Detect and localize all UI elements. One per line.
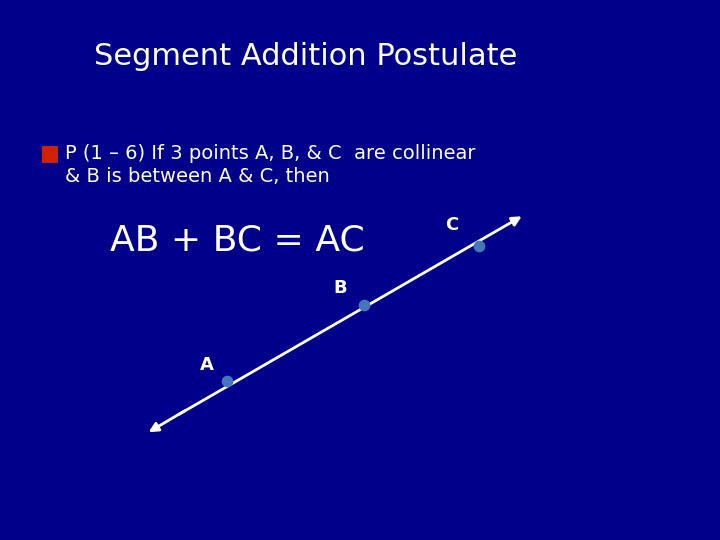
Text: AB + BC = AC: AB + BC = AC: [110, 224, 365, 257]
Text: Segment Addition Postulate: Segment Addition Postulate: [94, 42, 517, 71]
Point: [473, 241, 485, 250]
Point: [221, 376, 233, 385]
Text: & B is between A & C, then: & B is between A & C, then: [65, 167, 330, 186]
Point: [358, 301, 369, 309]
Text: B: B: [334, 279, 347, 297]
FancyBboxPatch shape: [42, 146, 58, 163]
Text: P (1 – 6) If 3 points A, B, & C  are collinear: P (1 – 6) If 3 points A, B, & C are coll…: [65, 144, 475, 163]
Text: A: A: [199, 355, 214, 374]
Text: C: C: [445, 216, 458, 234]
